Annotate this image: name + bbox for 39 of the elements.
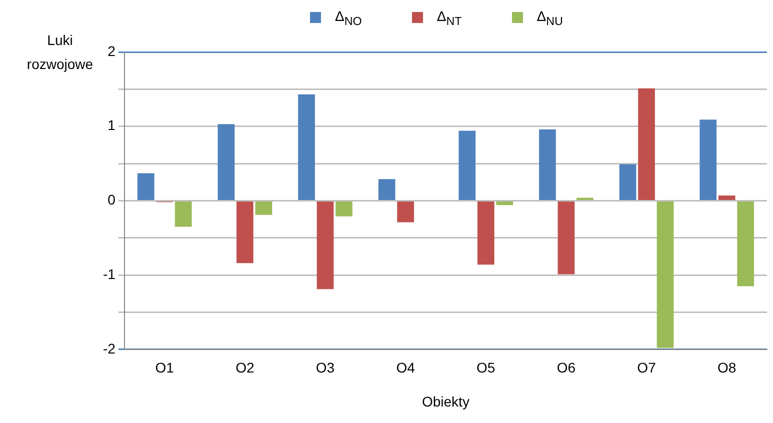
- bar: [700, 120, 717, 200]
- x-tick-label: O2: [236, 360, 254, 376]
- legend-label: Δ$_{NU}$: [536, 8, 563, 28]
- bar: [656, 201, 674, 348]
- bar: [298, 94, 315, 200]
- bar: [737, 201, 754, 286]
- y-tick-label: 1: [108, 117, 116, 134]
- x-tick-label: O8: [717, 360, 736, 376]
- legend-label: Δ$_{NT}$: [436, 8, 462, 28]
- bar: [718, 195, 736, 200]
- bar: [496, 201, 514, 206]
- x-tick-label: O5: [476, 360, 496, 376]
- y-tick-label: 2: [108, 42, 116, 59]
- bar: [458, 130, 476, 200]
- x-tick-label: O4: [396, 360, 416, 376]
- bar: [539, 129, 556, 200]
- y-tick-label: 0: [108, 192, 116, 208]
- x-tick-label: O6: [556, 360, 576, 376]
- x-axis-title: Obiekty: [422, 393, 470, 410]
- bar: [137, 173, 154, 200]
- x-tick-label: O7: [637, 360, 656, 376]
- bar: [397, 201, 414, 222]
- bar: [558, 201, 575, 274]
- y-tick-label: -1: [102, 266, 116, 282]
- bar: [638, 88, 655, 200]
- x-tick-label: O1: [155, 360, 174, 376]
- bar: [316, 201, 334, 290]
- bar: [378, 179, 396, 200]
- bar: [236, 201, 254, 264]
- x-tick-label: O3: [316, 360, 335, 376]
- bar: [174, 201, 192, 227]
- bar: [477, 201, 494, 265]
- y-axis-title: Luki rozwojowe: [26, 31, 94, 74]
- bar: [336, 201, 352, 216]
- bar: [255, 201, 272, 215]
- y-tick-label: -2: [102, 340, 116, 356]
- legend-label: Δ$_{NO}$: [335, 8, 362, 28]
- bar: [619, 164, 636, 200]
- bar: [218, 124, 235, 200]
